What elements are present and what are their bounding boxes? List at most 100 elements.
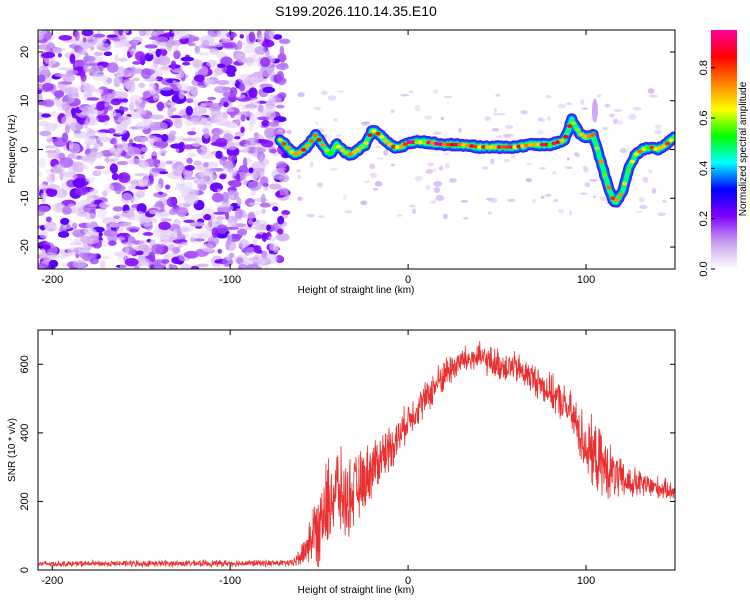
noise-blob <box>116 160 129 166</box>
noise-blob <box>65 86 79 98</box>
noise-blob <box>540 195 545 199</box>
noise-blob <box>557 103 567 109</box>
noise-blob <box>251 161 266 172</box>
snr-series <box>38 341 675 569</box>
noise-blob <box>80 73 86 78</box>
noise-blob <box>123 68 133 75</box>
noise-blob <box>142 117 153 124</box>
noise-blob <box>135 190 145 198</box>
snr-x-tick-label: -200 <box>41 575 63 587</box>
noise-blob <box>374 181 383 187</box>
noise-blob <box>505 125 514 130</box>
noise-blob <box>258 154 264 164</box>
snr-background <box>38 330 675 570</box>
noise-blob <box>252 221 262 232</box>
noise-blob <box>111 172 119 181</box>
noise-blob <box>109 223 120 228</box>
noise-blob <box>122 241 135 246</box>
noise-blob <box>82 84 96 93</box>
noise-blob <box>46 134 53 144</box>
noise-blob <box>254 234 264 239</box>
noise-blob <box>183 219 195 223</box>
noise-blob <box>129 228 139 233</box>
noise-blob <box>248 167 254 174</box>
ridge-core <box>527 143 534 147</box>
noise-blob <box>38 170 43 177</box>
noise-blob <box>107 128 116 134</box>
spectrogram-x-tick-label: 100 <box>577 274 595 286</box>
noise-blob <box>195 263 210 268</box>
noise-blob <box>155 48 161 58</box>
noise-blob <box>86 97 99 101</box>
noise-blob <box>114 54 119 63</box>
noise-blob <box>277 175 286 181</box>
noise-blob <box>596 94 602 98</box>
ridge-core <box>582 134 588 139</box>
noise-blob <box>552 171 557 175</box>
noise-blob <box>256 266 262 269</box>
noise-blob <box>215 150 223 160</box>
noise-blob <box>250 170 258 181</box>
noise-blob <box>158 171 169 175</box>
noise-blob <box>103 51 113 57</box>
noise-blob <box>194 45 200 54</box>
noise-blob <box>267 121 280 127</box>
noise-blob <box>443 213 448 220</box>
noise-blob <box>41 83 51 92</box>
noise-blob <box>73 206 87 216</box>
noise-blob <box>438 165 444 171</box>
snr-y-tick-label: 600 <box>19 355 31 373</box>
noise-blob <box>38 74 46 83</box>
noise-blob <box>411 208 417 215</box>
noise-blob <box>135 250 144 256</box>
noise-blob <box>655 124 662 130</box>
noise-blob <box>390 109 395 114</box>
noise-blob <box>189 221 205 227</box>
noise-blob <box>166 102 178 106</box>
noise-blob <box>297 196 302 202</box>
ridge-core <box>547 142 553 147</box>
ridge-core <box>426 140 432 145</box>
noise-blob <box>223 133 234 142</box>
noise-blob <box>589 178 598 182</box>
noise-blob <box>209 48 220 55</box>
colorbar-tick-label: 0.6 <box>698 110 710 125</box>
noise-blob <box>106 34 118 38</box>
ridge-core <box>347 152 354 157</box>
noise-blob <box>89 41 105 47</box>
noise-blob <box>249 121 254 130</box>
spectrogram-x-ticks: -200 -100 0 100 <box>41 30 595 286</box>
noise-blob <box>151 243 164 255</box>
noise-blob <box>133 173 148 177</box>
noise-blob <box>647 88 655 94</box>
noise-blob <box>177 244 183 249</box>
noise-blob <box>244 144 258 156</box>
ridge-core <box>586 134 592 139</box>
noise-blob <box>306 213 315 218</box>
spectrogram-y-label: Frequency (Hz) <box>7 115 18 184</box>
noise-blob <box>196 181 212 185</box>
noise-blob <box>495 93 501 97</box>
noise-blob <box>100 94 115 103</box>
noise-blob <box>268 183 282 190</box>
ridge-core <box>394 145 401 149</box>
noise-blob <box>213 221 220 226</box>
noise-blob <box>90 149 97 158</box>
noise-blob <box>86 191 91 201</box>
noise-blob <box>327 95 337 101</box>
noise-blob <box>38 210 45 217</box>
noise-blob <box>241 105 257 111</box>
noise-blob <box>85 143 91 149</box>
noise-blob <box>198 103 208 114</box>
noise-blob <box>240 114 246 122</box>
noise-blob <box>180 56 195 62</box>
noise-blob <box>223 41 237 49</box>
ridge-core <box>441 142 447 147</box>
ridge-core <box>661 144 667 148</box>
noise-blob <box>38 94 43 101</box>
noise-blob <box>58 34 73 41</box>
noise-blob <box>252 210 262 215</box>
noise-blob <box>49 111 59 117</box>
noise-blob <box>632 107 642 111</box>
noise-blob <box>540 118 546 122</box>
